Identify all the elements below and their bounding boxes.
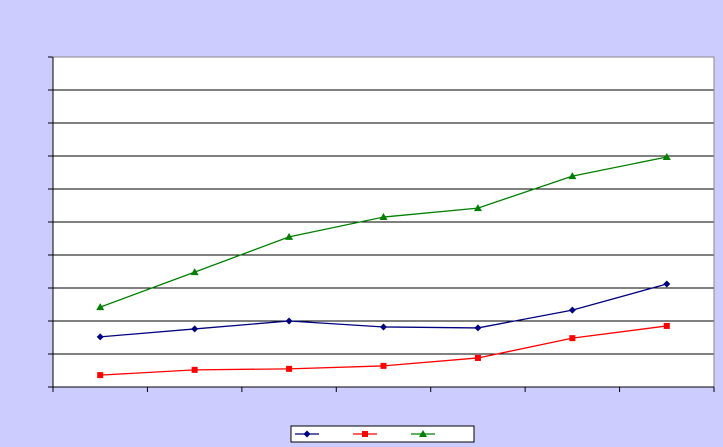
marker [191,325,199,333]
marker [285,232,294,240]
marker [286,365,293,372]
marker [663,322,670,329]
legend-marker [362,431,368,437]
marker [569,335,576,342]
marker [568,306,576,314]
marker [663,280,671,288]
marker [473,204,482,212]
legend-box [290,425,475,443]
marker [379,213,388,221]
legend [290,425,475,443]
marker [96,303,105,311]
legend-marker [303,430,311,438]
marker [96,333,104,341]
marker [285,317,293,325]
marker [190,268,199,276]
marker [191,366,198,373]
marker [380,362,387,369]
marker [380,323,387,331]
marker [474,324,482,332]
marker [662,152,671,160]
marker [568,172,577,180]
legend-marker [419,430,427,437]
marker [97,372,104,379]
marker [474,354,481,361]
